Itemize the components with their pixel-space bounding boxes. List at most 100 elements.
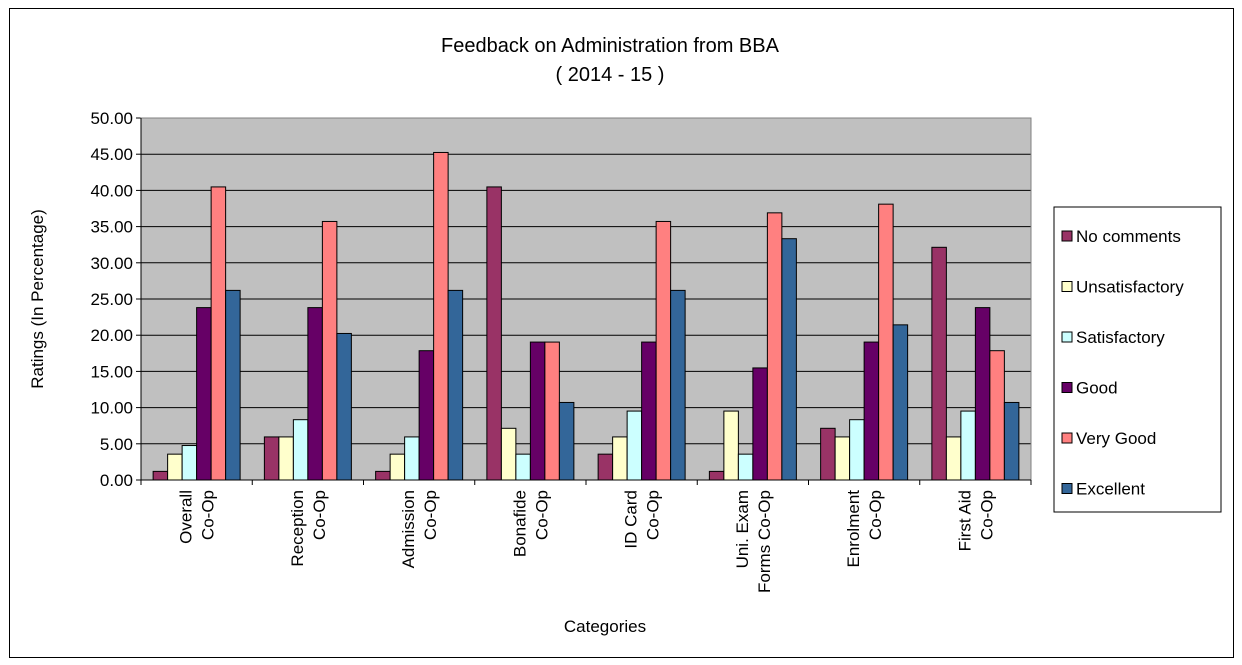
bar-unsatisfactory: [167, 453, 183, 481]
y-tick-label: 50.00: [90, 109, 133, 128]
bar-no-comments: [597, 453, 614, 481]
bar-very-good: [433, 151, 449, 481]
legend-swatch: [1061, 331, 1073, 343]
y-tick-label: 35.00: [90, 218, 133, 237]
bar-satisfactory: [737, 453, 754, 481]
x-tick-label: Reception Co-Op: [288, 490, 329, 567]
y-tick-label: 0.00: [100, 471, 133, 490]
bar-good: [863, 341, 880, 481]
y-tick-label: 10.00: [90, 399, 133, 418]
legend-swatch: [1061, 432, 1073, 444]
legend-swatch: [1061, 281, 1073, 292]
x-tick-label: Bonafide Co-Op: [510, 490, 551, 557]
bar-good: [418, 350, 435, 481]
bar-excellent: [225, 289, 241, 481]
x-tick-label-line: Overall: [177, 490, 196, 544]
x-tick-label: Admission Co-Op: [399, 490, 440, 568]
legend-label: Very Good: [1076, 429, 1156, 448]
bar-satisfactory: [181, 445, 198, 481]
bar-good: [641, 341, 657, 481]
x-tick-label-line: Bonafide: [510, 490, 529, 557]
bar-good: [529, 341, 546, 481]
bar-good: [307, 307, 323, 481]
bar-good: [974, 307, 991, 481]
legend-label: Satisfactory: [1076, 328, 1165, 347]
x-tick-label-line: First Aid: [955, 490, 974, 551]
bar-excellent: [336, 332, 352, 481]
bar-no-comments: [375, 470, 391, 481]
x-tick-label: Overall Co-Op: [177, 490, 218, 544]
bar-unsatisfactory: [945, 436, 962, 481]
bar-satisfactory: [960, 410, 976, 481]
legend-label: Unsatisfactory: [1076, 278, 1184, 297]
bar-unsatisfactory: [278, 436, 294, 481]
y-axis-label: Ratings (In Percentage): [28, 209, 47, 389]
bar-satisfactory: [292, 419, 309, 481]
x-tick-label-line: Co-Op: [310, 490, 329, 540]
bar-satisfactory: [404, 436, 420, 481]
x-tick-label-line: Co-Op: [532, 490, 551, 540]
bar-no-comments: [152, 470, 169, 481]
x-tick-label-line: Enrolment: [844, 490, 863, 568]
y-tick-label: 25.00: [90, 290, 133, 309]
bar-no-comments: [931, 246, 947, 481]
bar-unsatisfactory: [612, 436, 628, 481]
bar-unsatisfactory: [834, 436, 851, 481]
bar-satisfactory: [515, 453, 531, 481]
legend-swatch: [1061, 382, 1073, 393]
legend: No comments Unsatisfactory Satisfactory Goo…: [1053, 206, 1222, 513]
x-tick-label: Enrolment Co-Op: [844, 490, 885, 568]
bar-excellent: [447, 289, 464, 481]
x-tick-label: Uni. Exam Forms Co-Op: [733, 490, 774, 593]
x-tick-label-line: Co-Op: [644, 490, 663, 540]
bar-satisfactory: [849, 419, 865, 481]
y-tick-label: 15.00: [90, 362, 133, 381]
legend-label: No comments: [1076, 227, 1181, 246]
x-tick-label-line: Co-Op: [866, 490, 885, 540]
x-axis-label: Categories: [564, 617, 646, 636]
bar-unsatisfactory: [389, 453, 406, 481]
x-tick-label-line: Co-Op: [421, 490, 440, 540]
y-tick-label: 20.00: [90, 326, 133, 345]
bar-excellent: [781, 238, 797, 481]
chart-title: Feedback on Administration from BBA: [441, 35, 780, 57]
legend-label: Good: [1076, 379, 1118, 398]
x-tick-label-line: Admission: [399, 490, 418, 568]
bar-very-good: [655, 220, 672, 481]
x-tick-label: ID Card Co-Op: [622, 490, 663, 549]
bar-no-comments: [708, 470, 725, 481]
bar-satisfactory: [626, 410, 643, 481]
bar-good: [196, 307, 212, 481]
legend-box: [1053, 206, 1222, 513]
bar-very-good: [321, 220, 338, 481]
legend-swatch: [1061, 483, 1073, 494]
bar-no-comments: [486, 186, 502, 481]
bar-very-good: [878, 203, 894, 481]
bar-no-comments: [820, 427, 836, 481]
legend-swatch: [1061, 230, 1073, 242]
bar-unsatisfactory: [723, 410, 739, 481]
bar-excellent: [670, 289, 686, 481]
x-tick-label-line: Reception: [288, 490, 307, 567]
y-tick-label: 45.00: [90, 145, 133, 164]
x-tick-label-line: Forms Co-Op: [755, 490, 774, 593]
chart-subtitle: ( 2014 - 15 ): [556, 64, 665, 86]
bar-very-good: [989, 350, 1005, 481]
plot-area: 0.00 5.00 10.00 15.00 20.00 25.00 30.00 35.00 40…: [90, 109, 1032, 593]
bar-excellent: [892, 324, 909, 481]
bar-very-good: [766, 212, 783, 481]
y-tick-label: 30.00: [90, 254, 133, 273]
bar-unsatisfactory: [500, 427, 517, 481]
y-tick-label: 5.00: [100, 435, 133, 454]
bar-very-good: [210, 186, 227, 481]
bar-excellent: [1003, 401, 1020, 481]
x-tick-label-line: Co-Op: [977, 490, 996, 540]
bar-very-good: [544, 341, 560, 481]
legend-label: Excellent: [1076, 480, 1145, 499]
x-tick-label-line: Co-Op: [199, 490, 218, 540]
bar-excellent: [558, 401, 575, 481]
x-tick-label: First Aid Co-Op: [955, 490, 996, 551]
bar-no-comments: [263, 436, 280, 481]
bar-good: [752, 367, 768, 481]
